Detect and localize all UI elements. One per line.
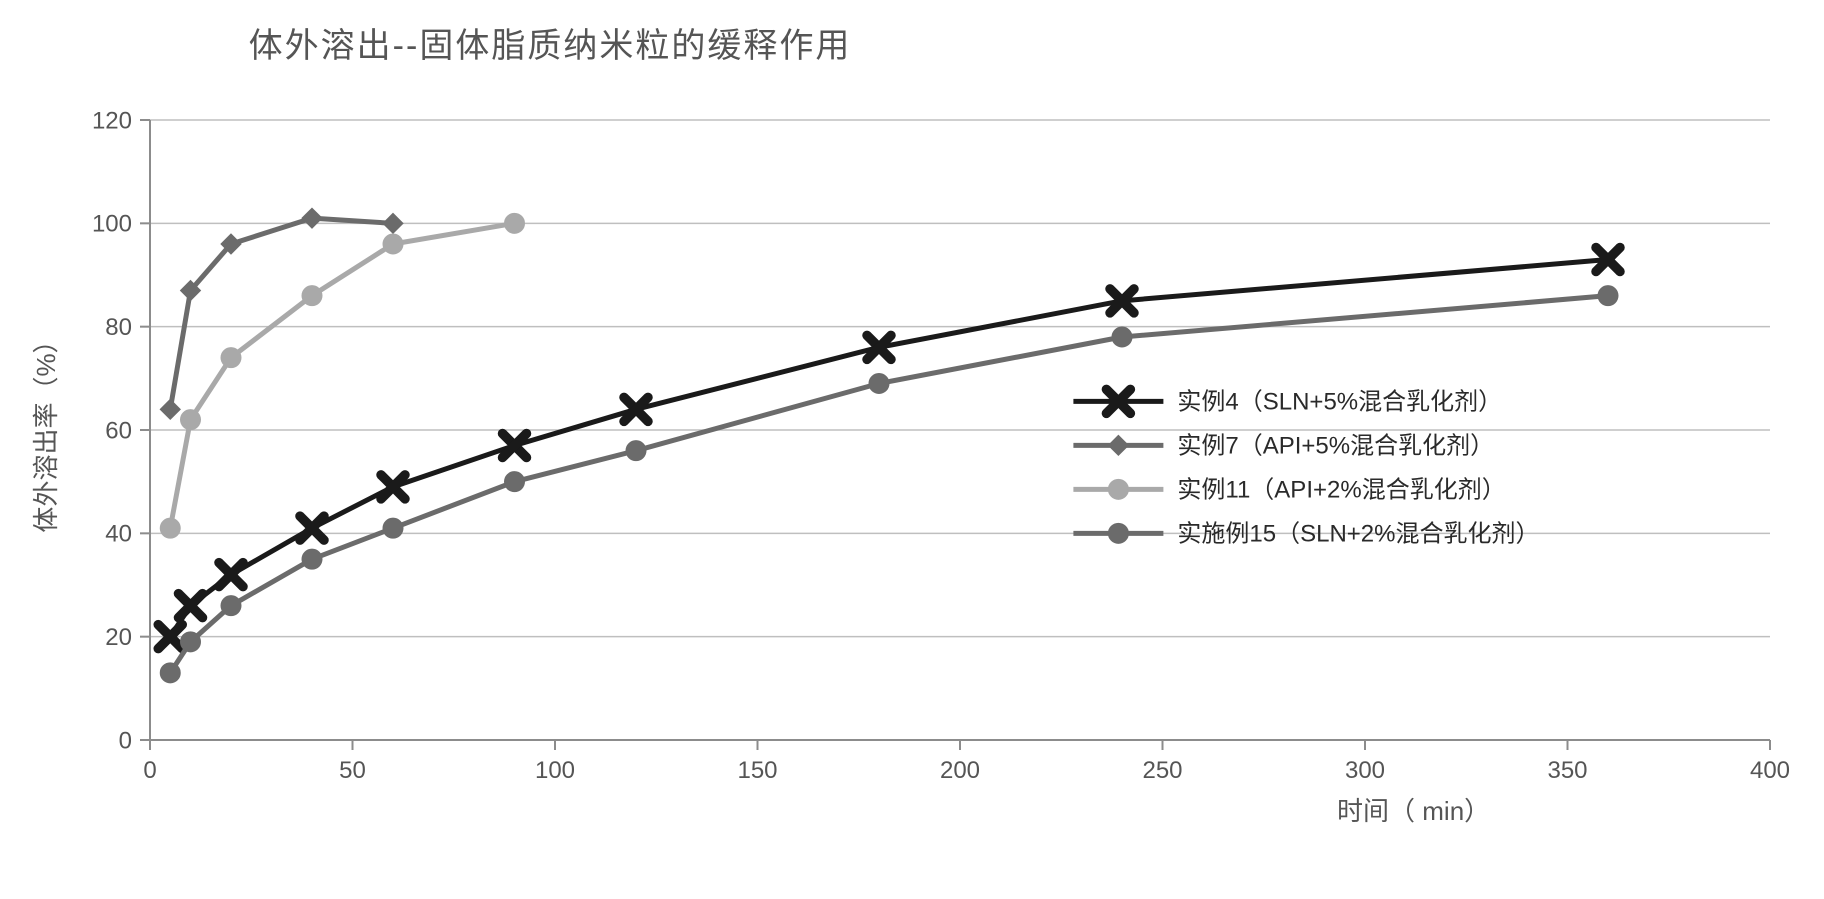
y-axis-label: 体外溶出率（%） [31, 327, 61, 532]
x-tick-label: 400 [1750, 757, 1790, 784]
legend-label: 实例11（API+2%混合乳化剂） [1177, 477, 1505, 504]
legend-label: 实例4（SLN+5%混合乳化剂） [1177, 389, 1502, 416]
x-tick-label: 300 [1345, 757, 1385, 784]
y-tick-label: 60 [105, 417, 132, 444]
x-tick-label: 50 [339, 757, 366, 784]
x-tick-label: 150 [737, 757, 777, 784]
legend-label: 实施例15（SLN+2%混合乳化剂） [1177, 521, 1539, 548]
legend-label: 实例7（API+5%混合乳化剂） [1177, 433, 1494, 460]
chart-title: 体外溶出--固体脂质纳米粒的缓释作用 [0, 18, 1100, 67]
y-tick-label: 40 [105, 521, 132, 548]
x-tick-label: 200 [940, 757, 980, 784]
y-tick-label: 120 [92, 107, 132, 134]
dissolution-chart: 0 20 40 60 80 100 120 0 50 100 150 200 250 300 350 400 体… [0, 0, 1824, 899]
x-tick-label: 0 [143, 757, 156, 784]
x-tick-label: 100 [535, 757, 575, 784]
x-axis-label: 时间（ min） [1337, 796, 1490, 826]
y-tick-label: 80 [105, 314, 132, 341]
y-tick-label: 100 [92, 211, 132, 238]
x-tick-label: 250 [1142, 757, 1182, 784]
y-tick-label: 20 [105, 624, 132, 651]
x-tick-label: 350 [1547, 757, 1587, 784]
y-tick-label: 0 [119, 727, 132, 754]
